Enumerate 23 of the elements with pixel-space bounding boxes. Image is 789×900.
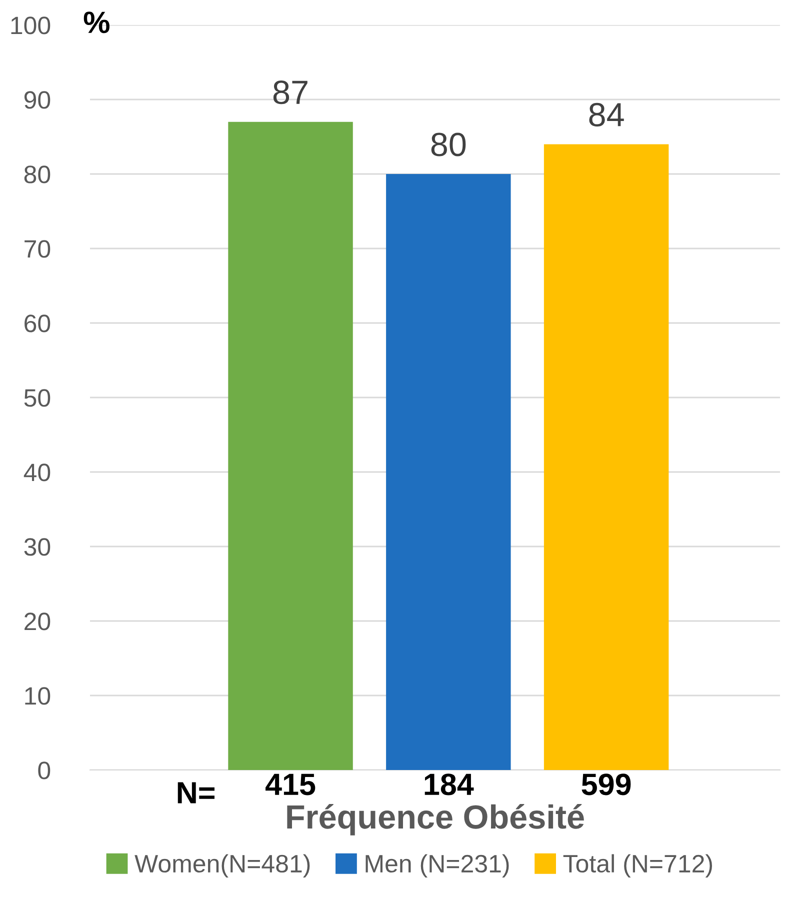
y-tick-label: 40 [24,464,50,482]
legend-label: Total (N=712) [563,854,712,878]
x-tick-label: 599 [582,774,631,796]
y-tick-label: 0 [38,762,50,780]
x-axis-title: Fréquence Obésité [287,804,584,836]
y-tick-label: 50 [24,389,50,407]
y-axis-title: % [84,12,110,34]
y-tick-label: 20 [24,612,50,630]
legend-label: Women(N=481) [134,854,310,878]
x-tick-label: 184 [424,774,474,796]
y-tick-label: 30 [24,538,50,556]
y-tick-label: 70 [24,240,50,258]
x-tick-label: 415 [266,774,316,796]
text: N= [178,782,214,804]
data-label: 87 [273,80,308,104]
y-tick-label: 60 [24,314,50,332]
y-tick-label: 80 [24,166,50,184]
y-tick-label: 100 [11,16,50,34]
y-tick-label: 10 [25,687,50,705]
y-tick-label: 90 [24,91,50,109]
data-label: 80 [431,132,466,156]
legend-label: Men (N=231) [366,854,509,878]
data-label: 84 [589,102,624,126]
